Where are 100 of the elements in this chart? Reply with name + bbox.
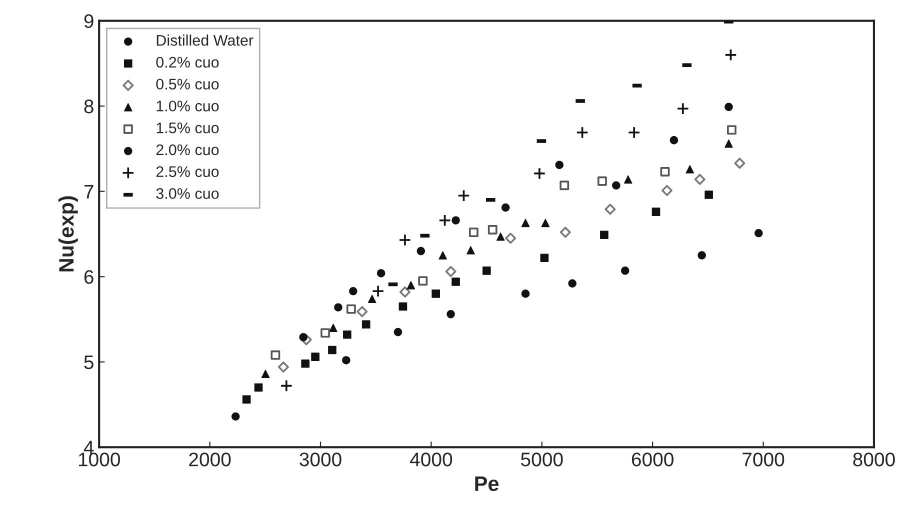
point	[676, 102, 690, 115]
point	[734, 158, 746, 169]
point	[394, 328, 402, 336]
legend-label: 0.5% cuo	[156, 78, 219, 90]
y-tick-label: 4	[84, 440, 94, 454]
point	[329, 324, 338, 332]
point	[254, 383, 263, 392]
point	[343, 330, 352, 339]
point	[560, 180, 570, 190]
legend-label: 1.0% cuo	[156, 100, 219, 112]
x-tick-label: 4000	[410, 452, 452, 466]
legend-label: 3.0% cuo	[156, 188, 219, 199]
point	[652, 208, 660, 216]
x-axis-title: Pe	[475, 476, 499, 492]
point	[342, 356, 350, 364]
point	[301, 359, 310, 368]
y-tick-label: 9	[84, 14, 94, 28]
point	[372, 284, 384, 298]
point	[278, 362, 289, 373]
x-tick-label: 6000	[632, 452, 674, 466]
point	[754, 228, 763, 238]
x-tick-label: 7000	[742, 452, 784, 466]
point	[600, 230, 608, 240]
point	[446, 310, 455, 318]
point	[270, 350, 280, 360]
point	[438, 251, 447, 260]
point	[560, 226, 571, 238]
point	[604, 204, 616, 215]
point	[398, 302, 408, 311]
legend-label: Distilled Water	[156, 34, 254, 46]
point	[724, 102, 733, 112]
point	[231, 412, 240, 421]
point	[686, 165, 694, 174]
point	[533, 167, 546, 180]
point	[334, 303, 342, 312]
point	[328, 346, 336, 354]
point	[261, 370, 270, 378]
point	[482, 266, 491, 275]
point	[320, 328, 330, 338]
point	[724, 139, 733, 148]
point	[349, 286, 358, 296]
point	[540, 254, 549, 262]
point	[505, 232, 516, 244]
point	[698, 251, 706, 260]
point	[376, 269, 386, 278]
point	[346, 304, 356, 314]
point	[727, 125, 736, 135]
point	[598, 176, 607, 186]
point	[280, 380, 293, 392]
y-axis-title: Nu(exp)	[58, 196, 78, 272]
point	[704, 190, 713, 199]
legend-label: 2.5% cuo	[156, 166, 219, 178]
point	[521, 218, 530, 228]
x-tick-label: 5000	[521, 452, 563, 466]
point	[362, 320, 370, 329]
point	[624, 175, 632, 184]
point	[418, 276, 428, 286]
point	[242, 395, 251, 404]
point	[628, 126, 640, 139]
y-tick-label: 5	[84, 356, 94, 370]
x-tick-label: 2000	[189, 452, 231, 466]
point	[311, 352, 320, 361]
legend-label: 2.0% cuo	[156, 144, 219, 156]
point	[496, 232, 505, 241]
point	[452, 216, 460, 225]
point	[452, 278, 460, 286]
point	[445, 266, 456, 278]
point	[660, 167, 670, 176]
y-tick-label: 6	[84, 270, 94, 284]
point	[299, 333, 308, 342]
point	[416, 246, 426, 256]
point	[488, 225, 498, 234]
legend-label: 0.2% cuo	[156, 56, 219, 68]
point	[576, 126, 589, 139]
y-tick-label: 8	[84, 100, 94, 114]
x-tick-label: 3000	[300, 452, 342, 466]
point	[466, 246, 475, 254]
point	[406, 281, 416, 290]
point	[541, 218, 550, 228]
point	[661, 184, 672, 196]
point	[568, 279, 576, 288]
point	[399, 286, 410, 298]
legend-label: 1.5% cuo	[156, 122, 219, 134]
point	[398, 234, 412, 246]
x-tick-label: 8000	[853, 452, 895, 466]
point	[468, 228, 478, 238]
point	[501, 203, 510, 212]
point	[670, 136, 678, 144]
y-tick-label: 7	[84, 185, 94, 198]
point	[438, 214, 452, 227]
point	[521, 290, 530, 298]
point	[368, 294, 376, 303]
point	[620, 266, 630, 275]
point	[694, 174, 706, 185]
point	[432, 290, 440, 298]
point	[724, 48, 738, 62]
point	[356, 306, 368, 318]
point	[555, 160, 564, 170]
point	[612, 181, 620, 190]
x-tick-label: 1000	[78, 452, 120, 466]
